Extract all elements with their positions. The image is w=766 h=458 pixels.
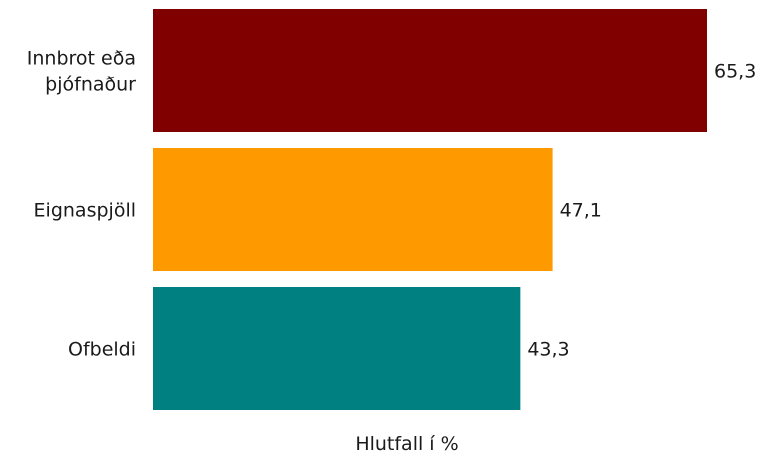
value-label-3: 43,3 xyxy=(527,339,569,361)
category-label-line: Eignaspjöll xyxy=(34,200,136,222)
category-label-line: Ofbeldi xyxy=(68,339,136,361)
category-label-2: Eignaspjöll xyxy=(34,200,136,222)
category-labels-layer: Innbrot eða þjófnaður Eignaspjöll Ofbeldi xyxy=(27,48,136,361)
category-label-line: Innbrot eða xyxy=(27,48,136,70)
bar-1 xyxy=(153,9,707,132)
category-label-3: Ofbeldi xyxy=(68,339,136,361)
x-axis-title: Hlutfall í % xyxy=(355,433,458,454)
category-label-line: þjófnaður xyxy=(45,74,136,96)
bar-2 xyxy=(153,148,553,271)
value-label-2: 47,1 xyxy=(560,200,602,222)
value-label-1: 65,3 xyxy=(714,61,756,83)
bars-layer xyxy=(153,9,707,410)
value-labels-layer: 65,3 47,1 43,3 xyxy=(527,61,756,361)
category-label-1: Innbrot eða þjófnaður xyxy=(27,48,136,96)
bar-3 xyxy=(153,287,521,410)
